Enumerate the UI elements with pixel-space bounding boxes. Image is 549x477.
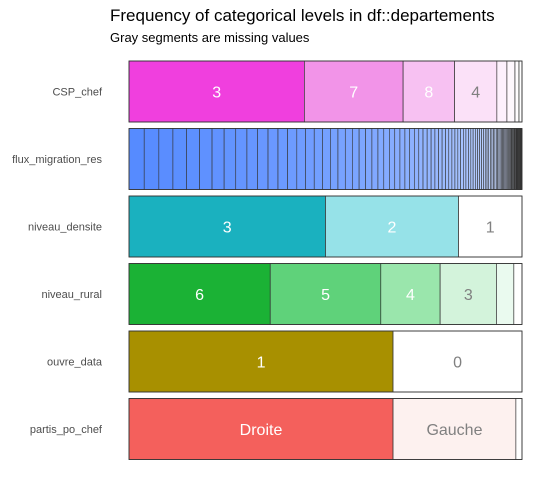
bar-segment <box>431 129 435 190</box>
bar-segment <box>186 129 199 190</box>
bar-row-niveau-densite: niveau_densite 3 2 1 <box>28 196 522 257</box>
bar-segment <box>384 129 390 190</box>
segment-label: 8 <box>424 85 433 102</box>
bar-segment <box>129 129 144 190</box>
bar-segment <box>212 129 224 190</box>
bar-segment <box>449 129 452 190</box>
bar-segment <box>314 129 322 190</box>
bar-segment <box>468 129 470 190</box>
bar-segment <box>144 129 159 190</box>
bar-segment <box>463 129 466 190</box>
bar-segment <box>200 129 213 190</box>
segment-label: 6 <box>195 287 204 304</box>
bar-segment <box>288 129 297 190</box>
bar-row-niveau-rural: niveau_rural 6 5 4 3 <box>41 264 522 325</box>
bar-segment <box>236 129 247 190</box>
segment-label: 1 <box>486 220 495 237</box>
bar-segment <box>471 129 473 190</box>
bar-segment <box>278 129 288 190</box>
bar-segment <box>297 129 306 190</box>
segment-label: 4 <box>471 85 480 102</box>
bar-segment <box>400 129 405 190</box>
row-label: niveau_densite <box>28 222 102 234</box>
bar-segment <box>268 129 278 190</box>
bar-segment <box>473 129 475 190</box>
bar-row-partis-po-chef: partis_po_chef Droite Gauche <box>30 399 522 460</box>
bar-segment <box>410 129 415 190</box>
bar-segment <box>378 129 384 190</box>
segment-label: 3 <box>223 220 232 237</box>
segment-label: Droite <box>240 422 283 439</box>
bar-segment <box>435 129 439 190</box>
row-label: CSP_chef <box>52 87 102 99</box>
bar-row-ouvre-data: ouvre_data 1 0 <box>47 331 522 392</box>
bar-row-CSP-chef: CSP_chef 3 7 8 4 <box>52 61 522 122</box>
segment-label: 0 <box>453 355 462 372</box>
bar-segment <box>458 129 461 190</box>
row-label: partis_po_chef <box>30 424 103 436</box>
bar-row-flux-migration-res: flux_migration_res <box>12 129 522 190</box>
bar-segment <box>439 129 443 190</box>
bar-segment <box>306 129 315 190</box>
bar-segment <box>427 129 431 190</box>
bar-segment <box>496 264 513 325</box>
bar-segment <box>514 264 522 325</box>
segment-label: 3 <box>464 287 473 304</box>
bar-segment <box>345 129 352 190</box>
bar-segment <box>446 129 449 190</box>
bar-segment <box>405 129 410 190</box>
bar-segment <box>423 129 427 190</box>
bar-segment <box>477 129 479 190</box>
bar-segment <box>519 61 522 122</box>
bar-segment <box>330 129 338 190</box>
bar-segment <box>414 129 418 190</box>
bar-segment <box>372 129 378 190</box>
bar-segment <box>359 129 366 190</box>
segment-label: 4 <box>406 287 415 304</box>
bar-segment <box>258 129 268 190</box>
bar-segment <box>389 129 394 190</box>
bar-segment <box>515 61 519 122</box>
bar-segment <box>322 129 330 190</box>
bar-segment <box>461 129 464 190</box>
segment-label: 2 <box>388 220 397 237</box>
bar-segment <box>475 129 477 190</box>
row-label: flux_migration_res <box>12 154 102 166</box>
segment-label: 7 <box>349 85 358 102</box>
row-label: ouvre_data <box>47 357 103 369</box>
segment-label: 1 <box>257 355 266 372</box>
bar-segment <box>352 129 359 190</box>
bar-segment <box>497 61 507 122</box>
bar-segment <box>442 129 445 190</box>
segment-label: Gauche <box>426 422 482 439</box>
bar-segment <box>419 129 423 190</box>
row-label: niveau_rural <box>41 289 102 301</box>
bar-segment <box>507 61 515 122</box>
bar-segment <box>452 129 455 190</box>
bar-segment <box>224 129 236 190</box>
bar-segment <box>247 129 258 190</box>
segment-label: 5 <box>321 287 330 304</box>
bar-segment <box>366 129 372 190</box>
bar-segment <box>338 129 345 190</box>
bar-segment <box>466 129 468 190</box>
chart-subtitle: Gray segments are missing values <box>110 30 310 45</box>
bar-segment <box>173 129 187 190</box>
bar-segment <box>395 129 400 190</box>
bar-segment <box>455 129 458 190</box>
chart-title: Frequency of categorical levels in df::d… <box>110 6 495 25</box>
bar-segment <box>159 129 173 190</box>
segment-label: 3 <box>212 85 221 102</box>
bar-segment <box>516 399 522 460</box>
bar-rows: CSP_chef 3 7 8 4 flux_migration_res niveau_den… <box>12 61 522 460</box>
